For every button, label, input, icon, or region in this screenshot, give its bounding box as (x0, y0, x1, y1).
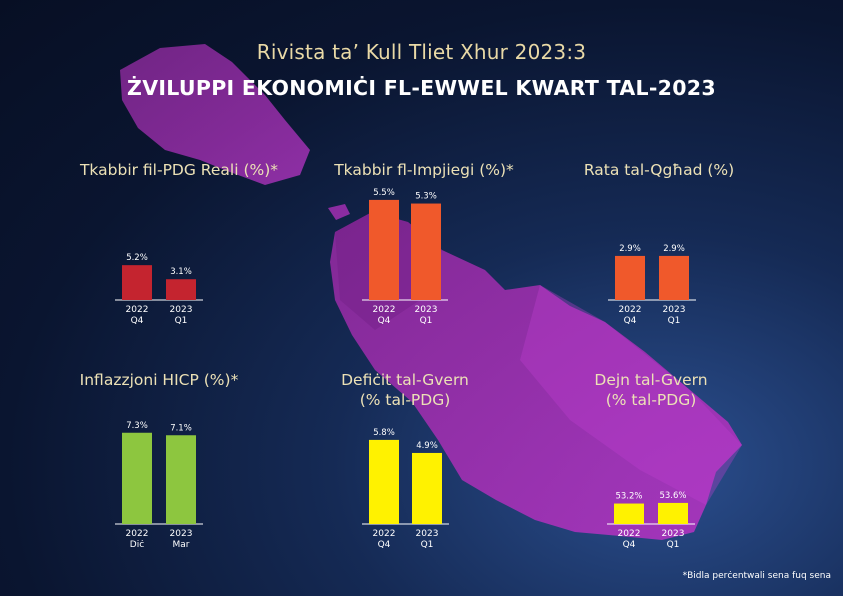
data-label: 3.1% (170, 267, 192, 277)
bar-second (658, 502, 688, 524)
panel-title: Tkabbir fil-PDG Reali (%)* (79, 161, 279, 179)
panel-title: Rata tal-Qgħad (%) (583, 161, 735, 179)
tick-label-period: Q1 (667, 540, 680, 550)
data-label: 5.8% (373, 428, 395, 438)
tick-label-period: Q1 (421, 540, 434, 550)
bar-second (412, 452, 442, 524)
tick-label-period: Q4 (378, 540, 391, 550)
tick-label-year: 2022 (373, 529, 396, 539)
panel-hicp-inflation: Inflazzjoni HICP (%)* 7.3% 2022 Diċ 7.1% 202… (40, 360, 278, 560)
tick-label-period: Q4 (378, 316, 391, 326)
data-label: 7.3% (126, 421, 148, 431)
report-title: ŻVILUPPI EKONOMIĊI FL-EWWEL KWART TAL-20… (127, 76, 716, 100)
data-label: 7.1% (170, 423, 192, 433)
panel-title: Tkabbir fl-Impjiegi (%)* (334, 161, 514, 179)
data-label: 5.2% (126, 253, 148, 263)
bar-second (411, 203, 441, 300)
panel-employment-growth: Tkabbir fl-Impjiegi (%)* 5.5% 2022 Q4 5.3% 2… (305, 150, 543, 340)
data-label: 2.9% (663, 244, 685, 254)
bar-first (615, 255, 645, 300)
bar-first (614, 503, 644, 524)
tick-label-year: 2023 (415, 305, 438, 315)
bar-first (122, 265, 152, 300)
malta-facet-highlight (520, 285, 742, 505)
tick-label-year: 2022 (619, 305, 642, 315)
tick-label-period: Mar (173, 540, 190, 550)
panel-government-debt: Dejn tal-Gvern (% tal-PDG) 53.2% 2022 Q4 53… (532, 360, 770, 560)
tick-label-year: 2022 (126, 305, 149, 315)
report-subtitle: Rivista ta’ Kull Tliet Xhur 2023:3 (256, 40, 587, 64)
data-label: 53.2% (615, 492, 642, 502)
bar-second (166, 279, 196, 300)
data-label: 4.9% (416, 441, 438, 451)
tick-label-period: Q1 (420, 316, 433, 326)
tick-label-year: 2023 (170, 529, 193, 539)
data-label: 5.3% (415, 192, 437, 202)
gozo-island-shape (120, 44, 310, 185)
bar-second (659, 255, 689, 300)
tick-label-year: 2022 (618, 529, 641, 539)
tick-label-year: 2022 (373, 305, 396, 315)
comino-island-shape (328, 204, 350, 220)
tick-label-period: Q4 (624, 316, 637, 326)
tick-label-year: 2023 (663, 305, 686, 315)
data-label: 2.9% (619, 244, 641, 254)
tick-label-year: 2023 (662, 529, 685, 539)
bar-first (122, 432, 152, 524)
tick-label-year: 2023 (416, 529, 439, 539)
panel-government-deficit: Defiċit tal-Gvern (% tal-PDG) 5.8% 2022 Q4… (286, 360, 524, 560)
tick-label-period: Q1 (175, 316, 188, 326)
panel-real-gdp-growth: Tkabbir fil-PDG Reali (%)* 5.2% 2022 Q4 3.1… (60, 150, 298, 340)
panel-unemployment-rate: Rata tal-Qgħad (%) 2.9% 2022 Q4 2.9% 2023 Q1 (540, 150, 778, 340)
footnote: *Bidla perċentwali sena fuq sena (682, 571, 831, 581)
bar-first (369, 199, 399, 300)
tick-label-period: Q4 (623, 540, 636, 550)
tick-label-year: 2022 (126, 529, 149, 539)
tick-label-period: Q1 (668, 316, 681, 326)
panel-title: Inflazzjoni HICP (%)* (79, 371, 239, 389)
bar-first (369, 439, 399, 524)
panel-title: Dejn tal-Gvern (% tal-PDG) (594, 371, 708, 409)
panel-title: Defiċit tal-Gvern (% tal-PDG) (341, 371, 469, 409)
data-label: 5.5% (373, 188, 395, 198)
bar-second (166, 435, 196, 524)
tick-label-year: 2023 (170, 305, 193, 315)
data-label: 53.6% (659, 491, 686, 501)
tick-label-period: Q4 (131, 316, 144, 326)
tick-label-period: Diċ (130, 540, 144, 550)
